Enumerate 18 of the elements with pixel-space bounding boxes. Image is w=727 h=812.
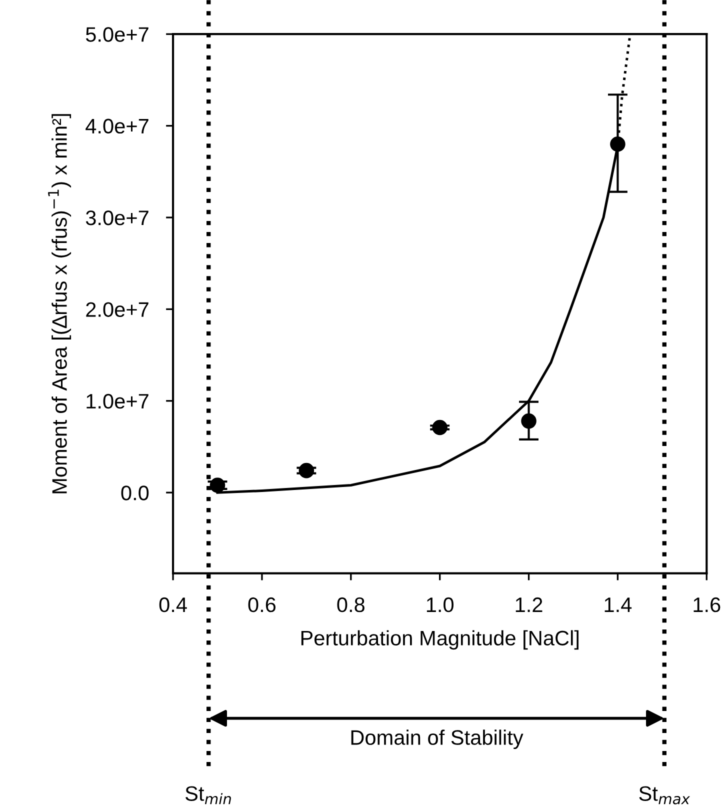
text: Domain of Stability [351, 730, 524, 750]
x-tick-label: 1.0 [426, 597, 454, 612]
x-tick-label: 1.2 [516, 597, 542, 612]
x-tick-label: 1.4 [604, 598, 632, 612]
y-tick-label: 5.0e+7 [86, 27, 148, 42]
y-tick-label: 2.0e+7 [86, 302, 148, 317]
ref-line-label: St$_{min}$ [185, 786, 231, 804]
y-tick-label: 1.0e+7 [86, 394, 148, 409]
y-axis-title: Moment of Area [(∆rfus x (rfus)$^{−1}$) x min²] [48, 114, 72, 494]
y-tick-label: 3.0e+7 [86, 210, 148, 226]
y-tick-label: 0.0 [121, 486, 149, 500]
x-tick-label: 0.4 [159, 597, 187, 612]
y-tick-label: 4.0e+7 [86, 118, 148, 134]
x-tick-label: 1.6 [694, 597, 720, 612]
x-tick-label: 0.8 [337, 597, 364, 612]
ref-line-label: St$_{max}$ [639, 786, 690, 804]
x-tick-label: 0.6 [248, 597, 276, 612]
x-axis-title: Perturbation Magnitude [NaCl] [301, 630, 578, 650]
